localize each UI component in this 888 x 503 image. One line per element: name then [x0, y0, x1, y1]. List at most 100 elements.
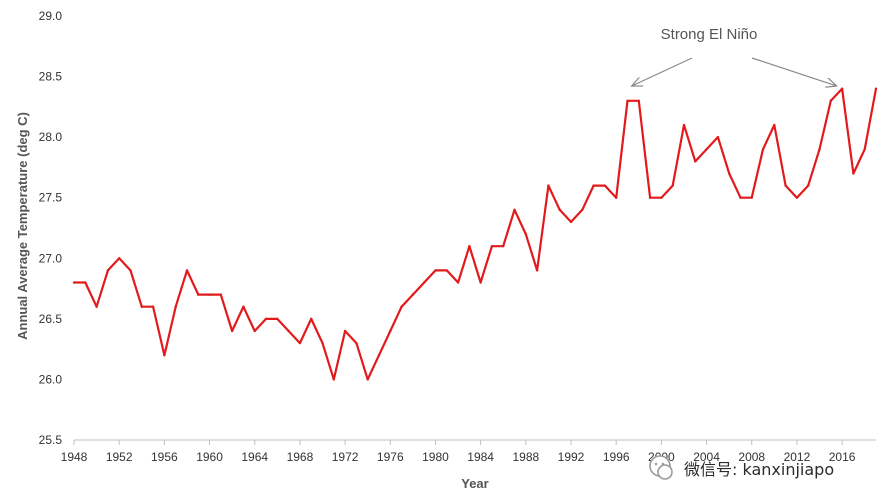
data-point-1992 — [569, 220, 573, 224]
x-tick-label: 1984 — [467, 450, 494, 464]
data-point-1983 — [468, 244, 471, 248]
data-point-2016 — [840, 87, 844, 90]
data-point-1995 — [603, 184, 607, 187]
data-point-1975 — [377, 354, 381, 357]
data-point-1989 — [535, 269, 539, 272]
y-tick-label: 28.0 — [39, 130, 63, 144]
data-point-1973 — [355, 341, 358, 345]
x-tick-label: 2012 — [784, 450, 811, 464]
data-point-1970 — [321, 341, 324, 345]
x-axis-title: Year — [461, 476, 488, 491]
data-point-1981 — [445, 269, 448, 272]
x-tick-label: 1956 — [151, 450, 178, 464]
x-tick-label: 1960 — [196, 450, 223, 464]
y-axis-ticks: 25.5 26.0 26.5 27.0 27.5 28.0 28.5 29.0 — [39, 9, 63, 447]
x-tick-label: 1952 — [106, 450, 133, 464]
data-point-1976 — [389, 329, 392, 333]
data-point-1964 — [253, 329, 256, 333]
watermark-text: 微信号: kanxinjiapo — [684, 460, 834, 479]
data-point-1990 — [547, 184, 550, 187]
data-point-1958 — [185, 269, 189, 272]
data-point-1961 — [219, 293, 223, 296]
y-tick-label: 27.0 — [39, 251, 63, 265]
y-tick-label: 26.5 — [39, 312, 63, 326]
data-point-2008 — [750, 196, 753, 199]
x-tick-label: 1968 — [287, 450, 314, 464]
data-point-2019 — [874, 87, 878, 90]
y-axis-title: Annual Average Temperature (deg C) — [15, 112, 30, 340]
x-tick-label: 1972 — [332, 450, 359, 464]
annotation-arrow-right — [751, 57, 836, 86]
y-tick-label: 29.0 — [39, 9, 63, 23]
data-point-2010 — [773, 123, 776, 127]
watermark: 微信号: kanxinjiapo — [649, 455, 834, 480]
data-point-2007 — [739, 196, 742, 199]
data-point-1994 — [592, 184, 595, 187]
data-point-1984 — [479, 281, 482, 284]
data-point-1962 — [230, 329, 234, 333]
x-tick-label: 1976 — [377, 450, 404, 464]
data-point-1978 — [411, 293, 415, 296]
x-tick-label: 2008 — [738, 450, 765, 464]
data-point-1967 — [287, 329, 290, 333]
data-point-2011 — [784, 184, 787, 187]
data-point-1948 — [72, 281, 76, 284]
x-tick-label: 2004 — [693, 450, 720, 464]
x-tick-label: 1964 — [241, 450, 268, 464]
data-point-1955 — [151, 305, 155, 308]
data-point-2001 — [671, 184, 674, 187]
temperature-series-line — [74, 87, 878, 381]
data-point-1950 — [95, 305, 98, 308]
data-point-1988 — [524, 232, 528, 236]
data-point-1974 — [366, 378, 369, 381]
x-tick-label: 1988 — [512, 450, 539, 464]
data-point-1977 — [400, 305, 403, 308]
data-point-1966 — [276, 317, 279, 321]
data-point-2006 — [727, 172, 731, 175]
y-tick-label: 28.5 — [39, 70, 63, 84]
data-point-1979 — [422, 281, 426, 284]
data-point-2015 — [829, 99, 833, 103]
data-point-1969 — [310, 317, 313, 321]
data-point-2000 — [660, 196, 663, 199]
data-point-1957 — [174, 305, 177, 308]
data-point-1953 — [129, 269, 132, 272]
data-point-1980 — [434, 269, 437, 272]
data-point-2009 — [761, 148, 765, 151]
data-points — [72, 87, 878, 381]
data-point-1959 — [197, 293, 200, 296]
y-tick-label: 26.0 — [39, 372, 63, 386]
data-point-1987 — [513, 208, 516, 212]
data-point-1951 — [106, 269, 110, 272]
data-point-2013 — [807, 184, 810, 187]
x-tick-label: 2016 — [829, 450, 856, 464]
x-tick-label: 1948 — [61, 450, 88, 464]
data-point-1996 — [614, 196, 618, 199]
annotation-strong-el-nino: Strong El Niño — [661, 26, 758, 43]
data-point-2002 — [682, 123, 686, 127]
data-point-2005 — [716, 135, 720, 139]
data-point-2014 — [818, 148, 821, 151]
wechat-icon — [649, 455, 673, 480]
data-point-2004 — [705, 148, 708, 151]
data-point-1982 — [456, 281, 460, 284]
data-point-2003 — [694, 160, 697, 163]
data-point-1960 — [208, 293, 211, 296]
data-point-1954 — [140, 305, 143, 308]
data-point-2018 — [863, 148, 866, 151]
data-point-1963 — [242, 305, 245, 308]
x-tick-label: 1980 — [422, 450, 449, 464]
data-point-2012 — [795, 196, 799, 199]
y-tick-label: 27.5 — [39, 191, 63, 205]
x-tick-label: 1996 — [603, 450, 630, 464]
data-point-1998 — [637, 99, 640, 103]
data-point-1972 — [343, 329, 347, 333]
data-point-2017 — [852, 172, 855, 175]
annotation-arrow-left — [632, 57, 693, 86]
data-point-1991 — [558, 208, 561, 212]
data-point-1968 — [298, 341, 302, 345]
data-point-1956 — [163, 354, 166, 357]
y-tick-label: 25.5 — [39, 433, 63, 447]
data-point-1952 — [117, 257, 121, 260]
data-point-1949 — [84, 281, 87, 284]
